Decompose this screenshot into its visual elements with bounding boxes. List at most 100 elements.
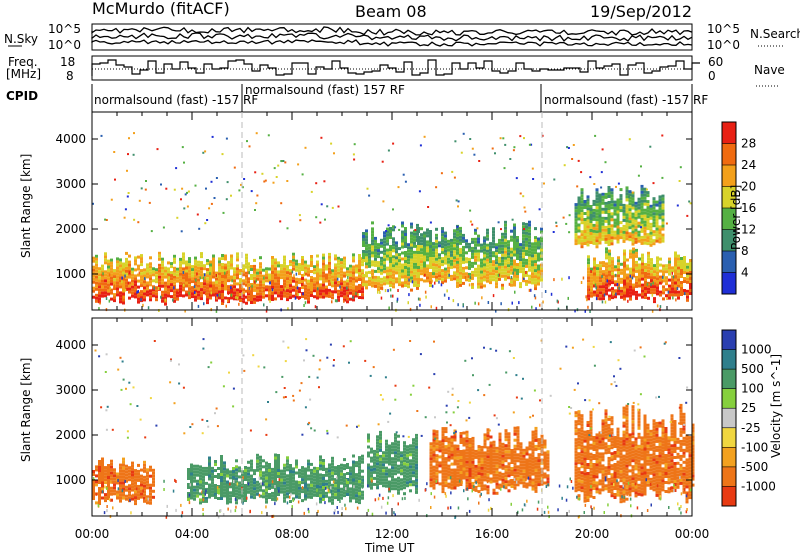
heatmap-cell: [631, 212, 635, 216]
heatmap-cell: [652, 203, 656, 207]
heatmap-cell: [625, 225, 629, 229]
heatmap-cell: [438, 244, 441, 248]
heatmap-cell: [343, 494, 346, 498]
heatmap-cell: [226, 492, 229, 496]
heatmap-cell: [668, 296, 671, 300]
heatmap-cell: [322, 468, 325, 471]
heatmap-cell: [245, 289, 248, 293]
heatmap-cell: [343, 289, 346, 293]
heatmap-cell: [298, 278, 301, 282]
heatmap-cell: [649, 240, 653, 244]
heatmap-cell: [477, 264, 480, 268]
heatmap-cell: [477, 285, 480, 289]
heatmap-cell: [113, 471, 116, 475]
heatmap-cell: [268, 279, 271, 283]
heatmap-cell: [462, 455, 466, 459]
speckle-cell: [164, 298, 167, 302]
heatmap-cell: [389, 266, 392, 269]
heatmap-cell: [456, 465, 460, 469]
heatmap-cell: [483, 466, 487, 470]
heatmap-cell: [190, 466, 193, 470]
speckle-cell: [553, 278, 555, 282]
heatmap-cell: [513, 226, 516, 230]
heatmap-cell: [655, 212, 659, 216]
heatmap-cell: [604, 231, 608, 235]
heatmap-cell: [459, 471, 463, 474]
speckle-cell: [586, 298, 588, 302]
heatmap-cell: [259, 461, 262, 465]
heatmap-cell: [377, 252, 380, 256]
heatmap-cell: [218, 284, 221, 288]
heatmap-cell: [182, 261, 185, 265]
heatmap-cell: [214, 487, 217, 490]
speckle-cell: [525, 271, 527, 274]
heatmap-cell: [444, 448, 448, 452]
heatmap-cell: [662, 267, 665, 271]
heatmap-cell: [271, 470, 274, 474]
heatmap-cell: [122, 265, 125, 269]
heatmap-cell: [510, 280, 513, 284]
heatmap-cell: [429, 481, 433, 485]
heatmap-cell: [410, 243, 413, 247]
heatmap-cell: [349, 291, 352, 295]
heatmap-cell: [185, 266, 188, 270]
heatmap-cell: [489, 242, 492, 246]
heatmap-cell: [215, 283, 218, 287]
heatmap-cell: [661, 200, 665, 204]
heatmap-cell: [343, 295, 346, 299]
heatmap-cell: [626, 282, 629, 286]
heatmap-cell: [537, 243, 540, 247]
heatmap-cell: [110, 486, 113, 490]
speckle-cell: [541, 134, 544, 137]
heatmap-cell: [586, 195, 590, 199]
heatmap-cell: [230, 275, 233, 279]
heatmap-cell: [376, 471, 379, 475]
speckle-cell: [160, 295, 162, 299]
heatmap-cell: [586, 228, 590, 232]
heatmap-cell: [395, 256, 398, 260]
heatmap-cell: [388, 468, 391, 472]
cpid-segment-1: normalsound (fast) -157 RF: [94, 93, 258, 107]
heatmap-cell: [193, 485, 196, 489]
heatmap-cell: [289, 470, 292, 473]
heatmap-cell: [391, 451, 394, 455]
heatmap-cell: [185, 272, 188, 276]
heatmap-cell: [420, 272, 423, 276]
speckle-cell: [511, 218, 514, 221]
heatmap-cell: [531, 248, 534, 252]
heatmap-cell: [199, 468, 202, 472]
heatmap-cell: [322, 292, 325, 296]
heatmap-cell: [286, 295, 289, 299]
heatmap-cell: [602, 279, 605, 283]
heatmap-cell: [110, 474, 113, 478]
heatmap-cell: [432, 435, 436, 439]
heatmap-cell: [610, 197, 614, 201]
speckle-cell: [396, 297, 399, 301]
heatmap-cell: [655, 239, 659, 243]
heatmap-cell: [501, 265, 504, 269]
heatmap-cell: [587, 264, 590, 268]
heatmap-cell: [429, 263, 432, 266]
heatmap-cell: [233, 297, 236, 301]
heatmap-cell: [280, 297, 283, 301]
speckle-cell: [631, 191, 634, 194]
heatmap-cell: [415, 451, 418, 455]
heatmap-cell: [689, 292, 692, 295]
heatmap-cell: [140, 483, 143, 487]
heatmap-cell: [492, 251, 495, 255]
heatmap-cell: [113, 483, 116, 487]
heatmap-cell: [371, 263, 374, 267]
heatmap-cell: [149, 262, 152, 266]
heatmap-cell: [140, 474, 143, 478]
heatmap-cell: [631, 215, 635, 219]
heatmap-cell: [644, 278, 647, 281]
speckle-cell: [303, 304, 305, 307]
heatmap-cell: [468, 245, 471, 249]
heatmap-cell: [362, 244, 365, 247]
heatmap-cell: [592, 202, 596, 206]
heatmap-cell: [149, 483, 152, 487]
speckle-cell: [498, 273, 501, 277]
speckle-cell: [387, 224, 390, 227]
heatmap-cell: [98, 279, 101, 283]
heatmap-cell: [110, 273, 113, 277]
